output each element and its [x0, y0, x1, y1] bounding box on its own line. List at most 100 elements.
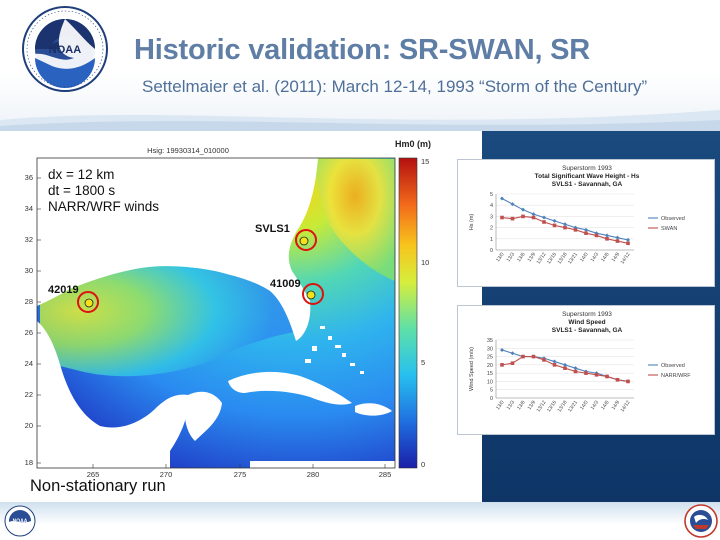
chart-data-point — [542, 358, 546, 362]
lon-tick-label: 275 — [234, 470, 247, 479]
chart-data-point — [573, 369, 578, 374]
colorbar — [398, 157, 418, 469]
lon-tick-label: 285 — [379, 470, 392, 479]
chart-y-tick-label: 5 — [490, 192, 493, 198]
station-label-41009: 41009 — [270, 278, 301, 290]
chart-y-tick-label: 25 — [487, 355, 493, 361]
station-marker-42019 — [77, 291, 99, 313]
chart-y-tick-label: 4 — [490, 203, 493, 209]
chart-title: Superstorm 1993 — [562, 165, 612, 172]
chart-data-point — [615, 235, 620, 240]
chart-x-tick-label: 14/9 — [611, 400, 622, 412]
model-settings: dx = 12 km dt = 1800 s NARR/WRF winds — [48, 167, 159, 215]
chart-data-point — [500, 363, 504, 367]
chart-data-point — [594, 373, 599, 377]
model-setting-line: NARR/WRF winds — [48, 199, 160, 214]
chart-legend-label: Observed — [661, 363, 685, 369]
chart-series-line — [501, 215, 629, 244]
slide-title: Historic validation: SR-SWAN, SR — [134, 34, 591, 66]
chart-y-tick-label: 10 — [487, 379, 493, 385]
chart-data-point — [552, 359, 557, 364]
chart-data-point — [573, 228, 578, 232]
chart-y-tick-label: 0 — [490, 248, 493, 254]
chart-data-point — [563, 225, 567, 230]
chart-data-point — [500, 215, 504, 220]
chart-x-tick-label: 13/3 — [506, 400, 517, 412]
chart-legend-label: Observed — [661, 216, 685, 222]
chart-data-point — [510, 216, 515, 221]
chart-data-point — [573, 366, 578, 371]
chart-y-tick-label: 3 — [490, 214, 493, 220]
chart-x-tick-label: 14/0 — [579, 252, 590, 264]
lat-tick-label: 24 — [25, 359, 33, 368]
chart-x-tick-label: 13/3 — [506, 252, 517, 264]
lat-tick-label: 36 — [25, 173, 33, 182]
lon-tick-label: 280 — [307, 470, 320, 479]
chart-data-point — [521, 207, 525, 212]
chart-data-point — [626, 379, 630, 384]
lat-tick-label: 32 — [25, 235, 33, 244]
chart-x-tick-label: 13/0 — [495, 252, 506, 264]
chart-data-point — [521, 354, 525, 359]
slide-subtitle: Settelmaier et al. (2011): March 12-14, … — [142, 77, 648, 96]
colorbar-tick-label: 5 — [421, 358, 425, 367]
lat-tick-label: 22 — [25, 390, 33, 399]
chart-x-tick-label: 14/12 — [620, 252, 632, 266]
lat-tick-label: 34 — [25, 204, 33, 213]
map-caption: Non-stationary run — [30, 477, 166, 495]
chart-subtitle-location: SVLS1 - Savannah, GA — [552, 327, 623, 334]
chart-data-point — [584, 227, 588, 232]
chart-x-tick-label: 13/6 — [516, 252, 527, 264]
colorbar-tick-label: 0 — [421, 460, 425, 469]
wave-height-chart-card: Superstorm 1993 Total Significant Wave He… — [457, 159, 715, 287]
chart-y-tick-label: 35 — [487, 338, 493, 344]
wind-speed-chart-card: Superstorm 1993 Wind Speed SVLS1 - Savanna… — [457, 305, 715, 435]
map-plot-title: Hsig: 19930314_010000 — [147, 146, 229, 155]
chart-data-point — [605, 374, 609, 379]
chart-data-point — [626, 237, 630, 242]
header-wave-decoration — [0, 110, 720, 134]
chart-x-tick-label: 13/21 — [567, 400, 579, 414]
colorbar-tick-label: 10 — [421, 258, 429, 267]
chart-x-tick-label: 14/9 — [611, 252, 622, 264]
model-setting-line: dx = 12 km — [48, 167, 115, 182]
chart-data-point — [531, 215, 536, 220]
chart-data-point — [605, 233, 609, 238]
chart-x-tick-label: 13/18 — [557, 252, 569, 266]
chart-x-tick-label: 13/18 — [557, 400, 569, 414]
chart-x-tick-label: 13/12 — [536, 400, 548, 414]
chart-data-point — [584, 371, 588, 375]
chart-x-tick-label: 13/15 — [546, 252, 558, 266]
chart-y-tick-label: 1 — [490, 237, 493, 243]
chart-data-point — [510, 361, 515, 365]
chart-data-point — [584, 231, 588, 235]
chart-x-tick-label: 13/9 — [527, 400, 538, 412]
lon-tick-label: 265 — [87, 470, 100, 479]
chart-data-point — [552, 223, 557, 228]
chart-subtitle-location: SVLS1 - Savannah, GA — [552, 181, 623, 188]
station-marker-svls1 — [295, 229, 317, 251]
chart-data-point — [542, 220, 546, 224]
chart-y-tick-label: 5 — [490, 388, 493, 394]
lat-tick-label: 18 — [25, 458, 33, 467]
wave-height-map-panel: 36 34 32 30 28 26 24 22 20 18 265 270 27… — [0, 131, 482, 502]
lat-tick-label: 26 — [25, 328, 33, 337]
chart-data-point — [500, 196, 504, 201]
chart-legend-label: NARR/WRF — [661, 373, 691, 379]
chart-series-line — [501, 197, 629, 241]
chart-subtitle: Total Significant Wave Height - Hs — [535, 173, 640, 180]
chart-data-point — [605, 237, 609, 241]
chart-data-point — [510, 351, 515, 356]
station-label-svls1: SVLS1 — [255, 223, 290, 235]
chart-y-tick-label: 20 — [487, 363, 493, 369]
lon-tick-label: 270 — [160, 470, 173, 479]
chart-y-tick-label: 2 — [490, 226, 493, 232]
station-marker-41009 — [302, 283, 324, 305]
noaa-logo: NOAA — [22, 6, 108, 92]
chart-x-tick-label: 13/12 — [536, 252, 548, 266]
chart-data-point — [542, 215, 546, 220]
slide-header — [0, 0, 720, 134]
chart-x-tick-label: 14/0 — [579, 400, 590, 412]
chart-x-tick-label: 14/6 — [600, 252, 611, 264]
